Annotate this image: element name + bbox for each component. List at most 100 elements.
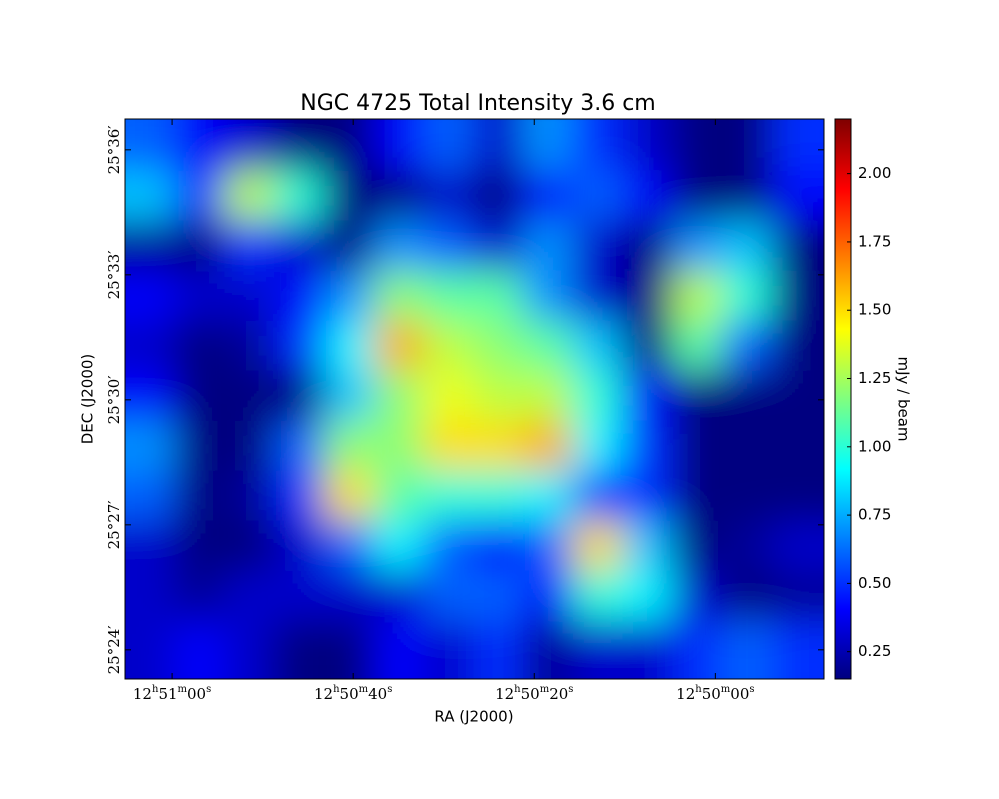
heat-cell (323, 119, 375, 172)
y-tick-label: 25°36′ (105, 125, 123, 175)
heat-cell (722, 320, 773, 372)
heat-cell (722, 220, 773, 272)
colorbar-tick-label: 0.25 (858, 642, 891, 660)
heat-cell (323, 520, 375, 572)
heat-cell (373, 270, 424, 322)
heat-cell (722, 570, 773, 622)
heat-cell (373, 370, 424, 422)
heat-cell (423, 220, 474, 272)
heat-cell (224, 620, 275, 679)
heat-cell (572, 620, 624, 679)
heat-cell (771, 270, 824, 322)
heat-cell (622, 119, 673, 172)
heat-cell (473, 370, 524, 422)
heat-cell (125, 320, 175, 372)
y-tick-label: 25°30′ (105, 375, 123, 425)
heat-cell (572, 420, 624, 472)
x-tick-label: 12h50m20s (495, 684, 573, 704)
heat-cell (622, 470, 673, 522)
heat-cell (672, 270, 723, 322)
ticks: 12h51m00s 12h50m40s 12h50m20s 12h50m00s 25°2… (105, 119, 891, 703)
heat-cell (273, 370, 325, 422)
heat-cell (174, 620, 225, 679)
heat-cell (473, 570, 524, 622)
heat-cell (473, 520, 524, 572)
heat-cell (373, 119, 424, 172)
heat-cell (672, 170, 723, 222)
heat-cell (273, 270, 325, 322)
colorbar-label: mJy / beam (895, 356, 913, 441)
heat-cell (224, 570, 275, 622)
heat-cell (174, 470, 225, 522)
heat-cell (273, 470, 325, 522)
heat-cell (622, 170, 673, 222)
heat-cell (722, 470, 773, 522)
heat-cell (672, 370, 723, 422)
heat-cell (622, 270, 673, 322)
heat-cell (224, 119, 275, 172)
heat-cell (771, 520, 824, 572)
heat-cell (423, 320, 474, 372)
heat-cell (473, 119, 524, 172)
heat-cell (722, 270, 773, 322)
heat-cell (174, 270, 225, 322)
heat-cell (423, 370, 474, 422)
x-tick-label: 12h50m00s (676, 684, 754, 704)
heat-cell (423, 470, 474, 522)
heat-cell (224, 520, 275, 572)
heat-cell (622, 320, 673, 372)
heat-cell (473, 420, 524, 472)
heat-cell (572, 320, 624, 372)
heat-cell (273, 320, 325, 372)
heat-cell (125, 119, 175, 172)
heat-cell (174, 220, 225, 272)
heat-cell (323, 620, 375, 679)
heat-cell (622, 370, 673, 422)
heat-cell (125, 220, 175, 272)
heat-cell (771, 320, 824, 372)
heat-cell (771, 570, 824, 622)
heat-cell (522, 470, 574, 522)
heat-cell (622, 620, 673, 679)
heat-cell (622, 420, 673, 472)
heat-cell (273, 170, 325, 222)
heat-cell (572, 220, 624, 272)
heat-cell (125, 370, 175, 422)
chart-title: NGC 4725 Total Intensity 3.6 cm (300, 91, 655, 116)
heat-cell (572, 370, 624, 422)
heat-cell (572, 520, 624, 572)
heat-cell (373, 170, 424, 222)
heat-cell (572, 570, 624, 622)
heat-cell (672, 320, 723, 372)
heat-cell (473, 470, 524, 522)
heat-cell (473, 320, 524, 372)
heat-cell (174, 370, 225, 422)
heat-cell (125, 270, 175, 322)
heat-cell (771, 220, 824, 272)
heat-cell (522, 570, 574, 622)
heat-cell (273, 119, 325, 172)
heat-cell (323, 570, 375, 622)
heat-cell (323, 170, 375, 222)
heat-cell (722, 370, 773, 422)
heat-cell (125, 170, 175, 222)
heat-cell (771, 470, 824, 522)
heat-cell (423, 270, 474, 322)
heat-cell (572, 170, 624, 222)
heat-cell (572, 119, 624, 172)
heat-cell (722, 170, 773, 222)
heat-cell (722, 620, 773, 679)
heat-cell (771, 119, 824, 172)
heat-cell (273, 520, 325, 572)
heat-cell (125, 420, 175, 472)
heat-cell (572, 470, 624, 522)
heat-cell (622, 220, 673, 272)
x-axis-label: RA (J2000) (434, 708, 513, 726)
heat-cell (174, 420, 225, 472)
heat-cell (473, 620, 524, 679)
heat-cell (174, 520, 225, 572)
heat-cell (224, 270, 275, 322)
heat-cell (224, 470, 275, 522)
